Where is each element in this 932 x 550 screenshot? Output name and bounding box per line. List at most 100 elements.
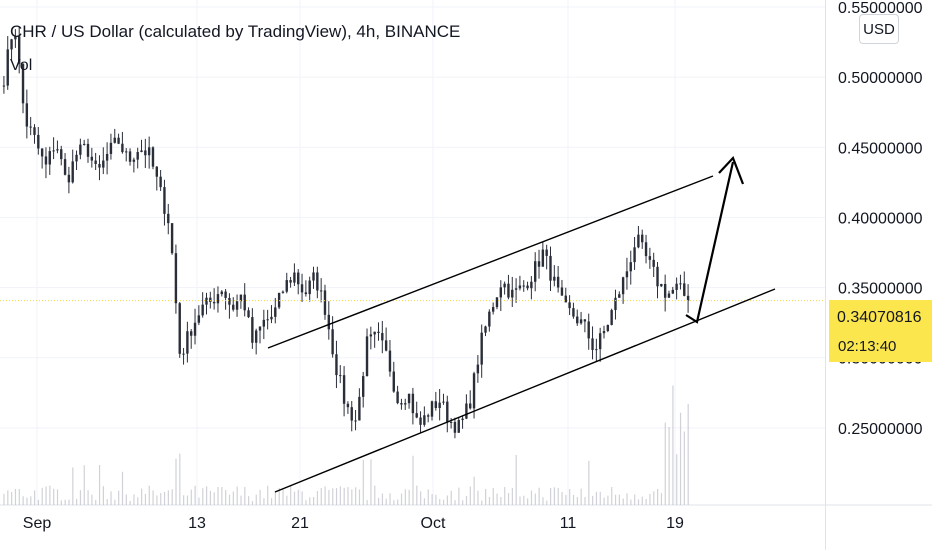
volume-bar bbox=[576, 497, 578, 505]
candle-body bbox=[415, 413, 418, 418]
candle-body bbox=[182, 353, 185, 355]
volume-bar bbox=[301, 491, 303, 505]
candle-body bbox=[174, 253, 178, 304]
volume-bar bbox=[106, 499, 108, 505]
candle-body bbox=[667, 293, 671, 298]
volume-bar bbox=[492, 487, 494, 505]
volume-bar bbox=[110, 491, 112, 505]
volume-bar bbox=[408, 489, 410, 505]
volume-bar bbox=[358, 489, 361, 505]
volume-bar bbox=[599, 491, 601, 505]
volume-bar bbox=[163, 491, 166, 505]
candle-body bbox=[323, 290, 327, 315]
candle-body bbox=[319, 290, 323, 292]
candle-body bbox=[369, 334, 373, 337]
volume-bar bbox=[118, 490, 120, 505]
volume-bar bbox=[79, 490, 82, 505]
volume-bar bbox=[572, 494, 575, 505]
candle-body bbox=[641, 234, 644, 243]
candle-body bbox=[365, 336, 369, 377]
candle-body bbox=[82, 143, 86, 145]
volume-bar bbox=[68, 499, 70, 505]
volume-bar bbox=[213, 492, 215, 505]
candle-body bbox=[327, 314, 330, 330]
volume-bar bbox=[679, 412, 682, 505]
candle-body bbox=[262, 319, 266, 327]
candle-body bbox=[235, 301, 239, 310]
volume-bar bbox=[454, 500, 456, 505]
candle-body bbox=[453, 421, 457, 433]
candle-body bbox=[6, 49, 9, 86]
volume-bar bbox=[347, 487, 349, 505]
volume-bar bbox=[152, 490, 154, 505]
candle-body bbox=[576, 316, 579, 324]
candle-body bbox=[587, 321, 590, 339]
candle-body bbox=[591, 338, 594, 350]
volume-bar bbox=[198, 497, 200, 505]
volume-bar bbox=[504, 487, 506, 505]
volume-bar bbox=[634, 494, 636, 505]
volume-bar bbox=[33, 490, 36, 505]
candle-body bbox=[656, 266, 659, 287]
candle-body bbox=[396, 391, 399, 404]
candle-body bbox=[362, 376, 365, 397]
price-axis-label: 0.50000000 bbox=[838, 70, 923, 87]
volume-bar bbox=[458, 487, 460, 505]
volume-bar bbox=[687, 403, 689, 505]
projection-arrow-line[interactable] bbox=[685, 161, 735, 324]
volume-bar bbox=[267, 485, 269, 505]
volume-bar bbox=[293, 491, 296, 505]
candle-body bbox=[625, 271, 629, 278]
volume-bar bbox=[523, 495, 525, 505]
volume-bar bbox=[546, 500, 548, 505]
price-axis-label: 0.25000000 bbox=[838, 421, 923, 438]
candle-body bbox=[602, 331, 606, 334]
candle-body bbox=[491, 307, 495, 312]
time-axis-label: 13 bbox=[188, 515, 206, 532]
candle-body bbox=[434, 401, 438, 409]
candle-body bbox=[48, 151, 51, 165]
volume-bar bbox=[160, 493, 162, 505]
volume-bar bbox=[332, 488, 334, 505]
volume-bar bbox=[53, 488, 55, 505]
candle-body bbox=[564, 295, 567, 303]
candle-body bbox=[71, 161, 74, 183]
volume-bar bbox=[183, 495, 185, 505]
price-axis-label: 0.45000000 bbox=[838, 140, 923, 157]
candle-body bbox=[530, 281, 533, 289]
volume-bar bbox=[362, 459, 364, 505]
candle-body bbox=[537, 261, 541, 267]
candle-body bbox=[212, 301, 216, 304]
candle-body bbox=[426, 415, 430, 417]
volume-bar bbox=[133, 494, 135, 505]
volume-bar bbox=[400, 493, 403, 505]
candle-body bbox=[190, 331, 193, 336]
volume-bar bbox=[614, 494, 617, 505]
candle-body bbox=[312, 272, 315, 281]
candle-body bbox=[583, 319, 587, 322]
channel-upper-line[interactable] bbox=[267, 175, 714, 349]
currency-button[interactable]: USD bbox=[859, 14, 899, 44]
volume-bar bbox=[3, 493, 5, 505]
candle-body bbox=[274, 307, 277, 317]
candle-body bbox=[381, 333, 384, 341]
candle-body bbox=[407, 393, 411, 404]
volume-bar bbox=[324, 486, 326, 505]
volume-bar bbox=[630, 499, 632, 505]
candle-body bbox=[663, 283, 667, 298]
candle-body bbox=[541, 249, 545, 267]
volume-bar bbox=[420, 491, 422, 505]
candle-body bbox=[33, 127, 36, 135]
candle-body bbox=[392, 371, 395, 392]
volume-bar bbox=[7, 490, 9, 505]
volume-bar bbox=[511, 487, 513, 505]
volume-bar bbox=[355, 487, 357, 505]
candle-body bbox=[350, 407, 353, 421]
volume-bar bbox=[412, 455, 414, 505]
volume-bar bbox=[339, 486, 341, 505]
channel-lower-line[interactable] bbox=[274, 288, 776, 493]
volume-bar bbox=[228, 494, 231, 505]
volume-bar bbox=[645, 499, 647, 505]
candle-body bbox=[243, 294, 246, 311]
